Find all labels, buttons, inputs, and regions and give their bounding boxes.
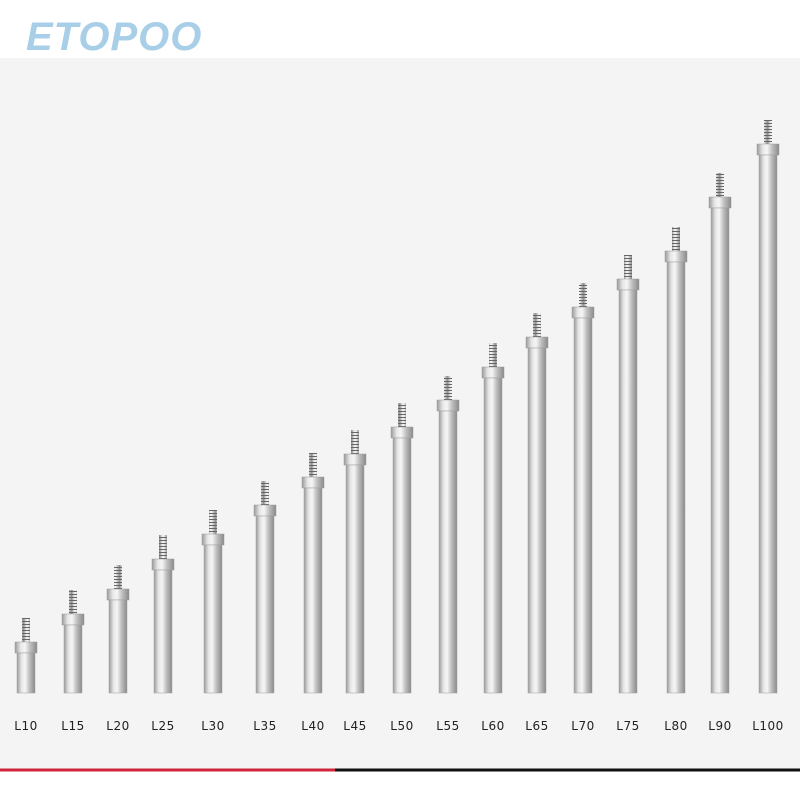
- rod-body: [108, 599, 128, 694]
- rod-collar: [481, 366, 505, 379]
- rod-label: L70: [571, 719, 594, 733]
- rod-thread: [159, 535, 167, 559]
- rod-collar: [61, 613, 85, 626]
- rod-body: [710, 207, 730, 694]
- rod-collar: [301, 476, 325, 489]
- rod-body: [345, 464, 365, 694]
- rod-collar: [708, 196, 732, 209]
- brand-logo: ETOPOO: [26, 15, 202, 59]
- rod-body: [255, 515, 275, 694]
- rod-label: L60: [481, 719, 504, 733]
- rod-thread: [209, 510, 217, 534]
- rod-collar: [390, 426, 414, 439]
- rod-label: L15: [61, 719, 84, 733]
- rod-body: [16, 652, 36, 694]
- rod-body: [392, 437, 412, 694]
- rod-collar: [106, 588, 130, 601]
- rod-collar: [14, 641, 38, 654]
- rod-label: L75: [616, 719, 639, 733]
- rod-body: [483, 377, 503, 694]
- rod-thread: [22, 618, 30, 642]
- rod-collar: [756, 143, 780, 156]
- rods: L10 L15 L20 L25 L30 L35 L40 L45 L50 L55 L60 L65 L70 L…: [14, 120, 784, 733]
- rod-thread: [69, 590, 77, 614]
- rod-body: [527, 347, 547, 694]
- rod-label: L45: [343, 719, 366, 733]
- rod-body: [573, 317, 593, 694]
- rod-thread: [579, 283, 587, 307]
- rod-collar: [253, 504, 277, 517]
- rod-collar: [571, 306, 595, 319]
- rod-body: [758, 154, 778, 694]
- rod-thread: [309, 453, 317, 477]
- rod-thread: [764, 120, 772, 144]
- rod-label: L55: [436, 719, 459, 733]
- rod-body: [153, 569, 173, 694]
- rod-thread: [624, 255, 632, 279]
- rod-body: [618, 289, 638, 694]
- rod-label: L20: [106, 719, 129, 733]
- rod-label: L25: [151, 719, 174, 733]
- rod-thread: [489, 343, 497, 367]
- rod-thread: [261, 481, 269, 505]
- header-bg: [0, 0, 800, 58]
- rod-label: L100: [752, 719, 784, 733]
- rod-label: L10: [14, 719, 37, 733]
- rod-collar: [343, 453, 367, 466]
- rod-collar: [201, 533, 225, 546]
- rod-thread: [398, 403, 406, 427]
- rod-label: L35: [253, 719, 276, 733]
- rod-collar: [525, 336, 549, 349]
- rod-label: L65: [525, 719, 548, 733]
- rod-body: [203, 544, 223, 694]
- rod-label: L30: [201, 719, 224, 733]
- rod-body: [438, 410, 458, 694]
- rod-thread: [444, 376, 452, 400]
- rod-thread: [533, 313, 541, 337]
- rod-body: [63, 624, 83, 694]
- rod-label: L50: [390, 719, 413, 733]
- rod-thread: [672, 227, 680, 251]
- rod-label: L40: [301, 719, 324, 733]
- rod-thread: [114, 565, 122, 589]
- rod-collar: [436, 399, 460, 412]
- rod-collar: [664, 250, 688, 263]
- rod-label: L80: [664, 719, 687, 733]
- rod-thread: [716, 173, 724, 197]
- rod-thread: [351, 430, 359, 454]
- rod-body: [303, 487, 323, 694]
- rod-body: [666, 261, 686, 694]
- rod-collar: [151, 558, 175, 571]
- rod-label: L90: [708, 719, 731, 733]
- rod-collar: [616, 278, 640, 291]
